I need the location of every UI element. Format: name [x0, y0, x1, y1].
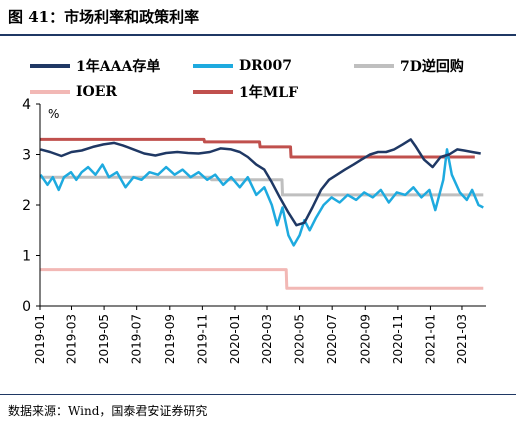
x-tick-label: 2019-03 [65, 314, 79, 364]
legend-label-7d-reverse-repo: 7D逆回购 [400, 59, 464, 75]
legend-swatch-7d-reverse-repo [354, 64, 394, 68]
x-tick-label: 2019-11 [195, 314, 209, 364]
legend-swatch-dr007 [193, 64, 233, 68]
y-tick-label: 1 [22, 249, 31, 265]
x-tick-label: 2019-07 [130, 314, 144, 364]
source-note: 数据来源：Wind，国泰君安证券研究 [8, 404, 208, 418]
y-tick-label: 3 [22, 148, 31, 164]
x-tick-label: 2020-09 [358, 314, 372, 364]
legend-swatch-mlf [193, 90, 233, 94]
legend-item-aaa-cd: 1年AAA存单 [30, 56, 160, 76]
legend-label-ioer: IOER [76, 84, 118, 100]
series-line-dr007 [39, 148, 484, 247]
legend-label-mlf: 1年MLF [239, 85, 299, 101]
x-tick-label: 2020-07 [325, 314, 339, 364]
legend-label-aaa-cd: 1年AAA存单 [76, 59, 161, 75]
legend-item-dr007: DR007 [193, 56, 292, 76]
series-line-mlf [40, 137, 475, 159]
y-tick-label: 0 [22, 299, 31, 315]
x-tick-label: 2020-05 [293, 314, 307, 364]
legend-item-mlf: 1年MLF [193, 82, 298, 102]
x-tick-label: 2019-09 [163, 314, 177, 364]
legend-label-dr007: DR007 [239, 58, 292, 74]
title-divider [0, 34, 516, 36]
y-axis-label: % [48, 107, 59, 121]
chart-title: 图 41：市场利率和政策利率 [8, 8, 200, 26]
x-tick-label: 2021-01 [423, 314, 437, 364]
y-tick-label: 2 [22, 198, 31, 214]
series-line-ioer [40, 268, 484, 290]
line-chart: 0 1 2 3 4 2019-01 2019-03 2019-05 2019-07 2019-09… [22, 97, 486, 364]
x-tick-label: 2020-11 [391, 314, 405, 364]
legend-swatch-ioer [30, 90, 70, 94]
x-tick-label: 2020-03 [260, 314, 274, 364]
legend-item-ioer: IOER [30, 82, 117, 102]
x-tick-label: 2019-05 [97, 314, 111, 364]
x-tick-label: 2021-03 [455, 314, 469, 364]
legend-swatch-aaa-cd [30, 64, 70, 68]
y-tick-label: 4 [22, 97, 31, 113]
footer-divider [0, 394, 516, 395]
legend-item-7d-reverse-repo: 7D逆回购 [354, 56, 464, 76]
series-line-aaa-cd [40, 138, 481, 227]
x-tick-label: 2019-01 [33, 314, 47, 364]
x-tick-label: 2020-01 [228, 314, 242, 364]
